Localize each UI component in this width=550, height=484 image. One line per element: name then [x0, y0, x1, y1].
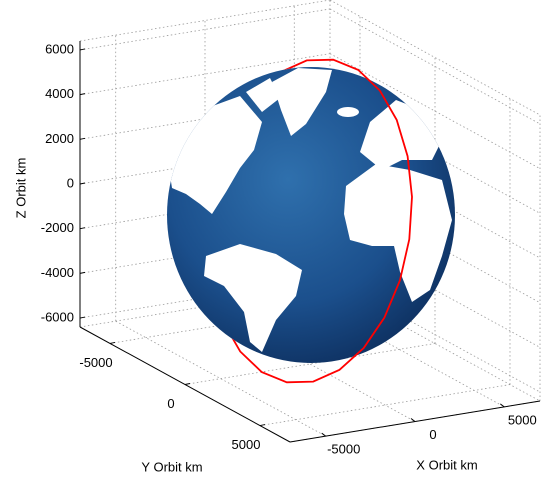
z-tick	[79, 271, 86, 274]
z-tick	[79, 316, 86, 319]
y-tick	[259, 424, 266, 427]
x-tick	[499, 403, 505, 408]
z-tick-label: 2000	[45, 131, 74, 146]
south-america	[204, 244, 302, 352]
z-tick-label: -4000	[41, 265, 74, 280]
y-tick-label: -5000	[79, 355, 112, 370]
z-tick-label: 6000	[45, 41, 74, 56]
orbit-layer	[207, 58, 413, 384]
z-axis-label: Z Orbit km	[13, 158, 28, 219]
x-tick-label: 5000	[508, 412, 537, 427]
z-tick	[79, 93, 86, 96]
x-tick	[410, 418, 416, 422]
x-tick	[321, 432, 327, 437]
y-axis-label: Y Orbit km	[141, 459, 202, 474]
y-tick	[184, 383, 191, 385]
axes	[79, 41, 541, 443]
z-tick-label: -6000	[41, 310, 74, 325]
y-tick-label: 5000	[232, 437, 261, 452]
orbit-line	[207, 58, 413, 384]
africa	[344, 164, 452, 302]
y-tick	[109, 341, 116, 344]
x-tick-label: -5000	[327, 442, 360, 457]
z-tick	[79, 48, 86, 51]
z-tick	[79, 182, 86, 185]
z-tick	[79, 227, 86, 230]
baffin	[246, 78, 280, 112]
x-axis-label: X Orbit km	[416, 457, 477, 472]
z-tick	[79, 137, 86, 140]
x-tick-label: 0	[429, 427, 436, 442]
labels: -6000 -4000 -2000 0 2000 4000 6000 -5000 0 5000 -5…	[13, 41, 536, 474]
z-tick-label: 4000	[45, 86, 74, 101]
iceland	[337, 107, 359, 117]
z-tick-label: -2000	[41, 220, 74, 235]
z-tick-label: 0	[67, 175, 74, 190]
greenland	[272, 68, 332, 136]
y-tick-label: 0	[167, 396, 174, 411]
